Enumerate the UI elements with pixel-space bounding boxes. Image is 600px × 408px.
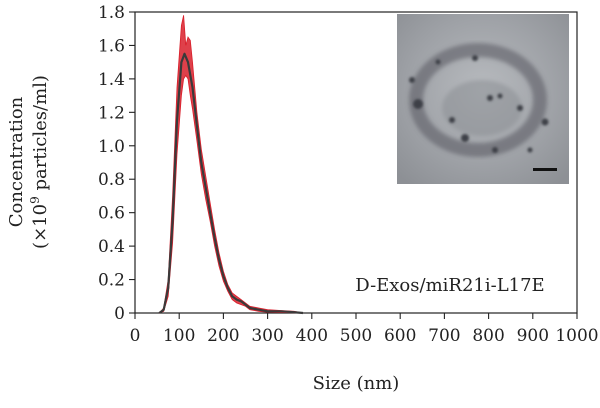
- inset-scale-bar: [533, 168, 557, 171]
- y-tick-label: 1.8: [98, 3, 125, 23]
- y-tick-label: 0.4: [98, 237, 125, 257]
- y-axis-title-line2: (×109 particles/ml): [28, 75, 51, 249]
- y-tick-label: 1.6: [98, 36, 125, 56]
- inset-particles: [409, 55, 549, 153]
- x-tick-label: 100: [163, 326, 195, 346]
- x-tick-label: 0: [130, 326, 141, 346]
- inset-micrograph: [397, 14, 569, 184]
- y-tick-label: 1.0: [98, 137, 125, 157]
- x-axis-title: Size (nm): [313, 373, 400, 394]
- y-tick-label: 0.6: [98, 204, 125, 224]
- y-axis-title-suffix: particles/ml): [30, 75, 51, 196]
- x-tick-label: 700: [428, 326, 460, 346]
- x-tick-label: 900: [517, 326, 549, 346]
- mean-line: [158, 52, 304, 315]
- y-tick-label: 1.2: [98, 103, 125, 123]
- x-tick-label: 1000: [555, 326, 598, 346]
- x-tick-label: 800: [472, 326, 504, 346]
- x-tick-label: 300: [251, 326, 283, 346]
- y-tick-label: 0: [114, 304, 125, 324]
- x-tick-label: 600: [384, 326, 416, 346]
- y-tick-label: 0.2: [98, 271, 125, 291]
- y-axis-title-prefix: (×10: [30, 204, 51, 249]
- y-tick-label: 1.4: [98, 70, 125, 90]
- error-band: [158, 15, 304, 314]
- sample-label: D-Exos/miR21i-L17E: [355, 275, 544, 296]
- y-tick-label: 0.8: [98, 170, 125, 190]
- y-axis-ticks: 0 0.2 0.4 0.6 0.8 1.0 1.2 1.4 1.6 1.8: [98, 3, 135, 324]
- series-layer: [158, 15, 304, 315]
- y-axis-title-sup: 9: [28, 196, 42, 204]
- y-axis-title-line1: Concentration: [6, 96, 27, 227]
- x-tick-label: 500: [340, 326, 372, 346]
- x-axis-ticks: 0 100 200 300 400 500 600 700 800 900 1000: [130, 313, 599, 346]
- y-axis-title: Concentration (×109 particles/ml): [6, 75, 51, 249]
- x-tick-label: 200: [207, 326, 239, 346]
- x-tick-label: 400: [296, 326, 328, 346]
